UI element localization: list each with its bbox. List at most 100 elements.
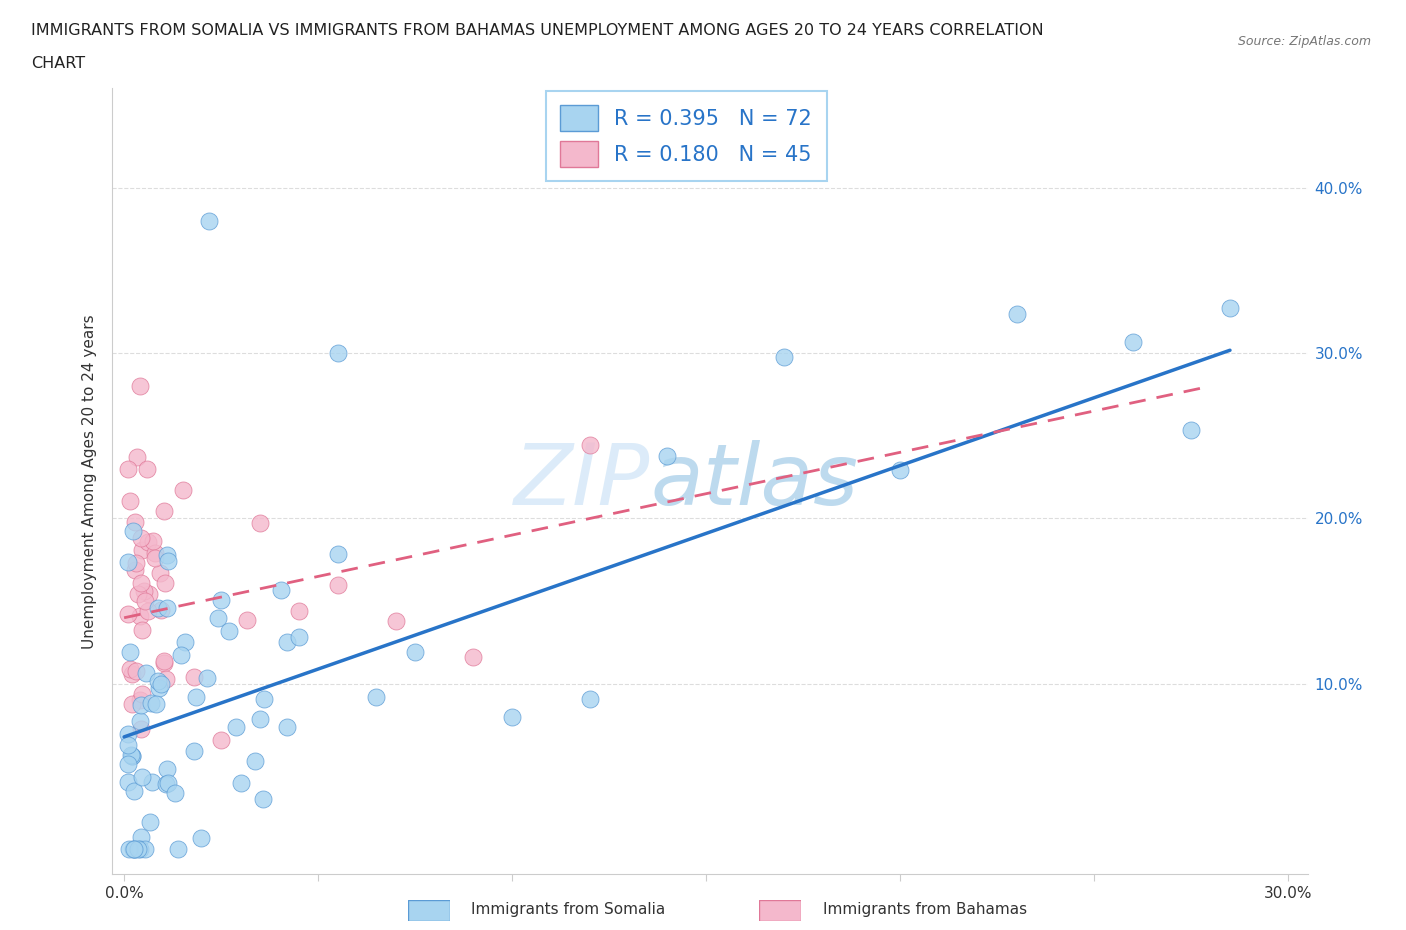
Point	[155, 601, 177, 616]
Point	[249, 711, 271, 726]
Point	[135, 665, 157, 680]
Point	[153, 504, 176, 519]
Text: ZIP: ZIP	[515, 440, 651, 523]
Point	[118, 842, 141, 857]
Point	[252, 791, 274, 806]
Point	[155, 777, 177, 791]
Point	[117, 461, 139, 476]
Point	[128, 608, 150, 623]
Point	[131, 530, 153, 545]
Point	[142, 534, 165, 549]
Point	[127, 842, 149, 857]
Point	[207, 611, 229, 626]
Point	[138, 587, 160, 602]
Point	[127, 449, 149, 464]
Point	[253, 692, 276, 707]
Point	[366, 689, 388, 704]
Point	[148, 601, 170, 616]
Point	[117, 756, 139, 771]
Point	[117, 726, 139, 741]
Point	[501, 710, 523, 724]
Point	[578, 438, 600, 453]
Point	[129, 722, 152, 737]
Point	[121, 697, 143, 711]
Point	[1180, 422, 1202, 437]
Point	[129, 713, 152, 728]
Point	[139, 696, 162, 711]
Point	[121, 524, 143, 538]
Point	[134, 584, 156, 599]
Point	[157, 553, 180, 568]
Point	[141, 775, 163, 790]
Point	[136, 461, 159, 476]
Point	[124, 563, 146, 578]
Point	[229, 776, 252, 790]
Point	[174, 635, 197, 650]
Point	[172, 483, 194, 498]
Point	[117, 775, 139, 790]
Point	[131, 686, 153, 701]
Point	[124, 842, 146, 857]
Point	[183, 743, 205, 758]
Point	[124, 842, 146, 857]
Point	[156, 548, 179, 563]
Point	[149, 676, 172, 691]
Point	[152, 656, 174, 671]
Point	[136, 604, 159, 618]
Point	[195, 671, 218, 686]
Point	[657, 449, 679, 464]
Point	[129, 842, 152, 857]
Point	[198, 213, 221, 228]
Point	[131, 542, 153, 557]
Point	[156, 762, 179, 777]
Point	[131, 622, 153, 637]
Point	[139, 815, 162, 830]
Point	[326, 547, 349, 562]
Point	[146, 674, 169, 689]
Y-axis label: Unemployment Among Ages 20 to 24 years: Unemployment Among Ages 20 to 24 years	[82, 314, 97, 648]
Point	[120, 644, 142, 659]
Point	[1122, 335, 1144, 350]
Point	[276, 719, 298, 734]
Point	[404, 644, 426, 659]
Point	[120, 748, 142, 763]
Point	[117, 737, 139, 752]
Point	[122, 842, 145, 857]
Point	[1219, 300, 1241, 315]
Point	[270, 583, 292, 598]
Point	[225, 720, 247, 735]
Point	[153, 576, 176, 591]
Point	[156, 776, 179, 790]
Point	[120, 662, 142, 677]
Point	[122, 783, 145, 798]
Point	[287, 630, 309, 644]
Point	[170, 647, 193, 662]
Point	[136, 535, 159, 550]
Point	[326, 346, 349, 361]
Text: CHART: CHART	[31, 56, 84, 71]
Point	[121, 749, 143, 764]
Point	[134, 842, 156, 857]
Point	[125, 555, 148, 570]
Point	[128, 379, 150, 393]
Point	[1005, 306, 1028, 321]
Point	[218, 624, 240, 639]
Point	[243, 753, 266, 768]
Point	[326, 578, 349, 592]
Point	[120, 494, 142, 509]
Point	[276, 634, 298, 649]
Point	[166, 842, 188, 857]
Point	[121, 667, 143, 682]
Point	[190, 830, 212, 845]
Text: IMMIGRANTS FROM SOMALIA VS IMMIGRANTS FROM BAHAMAS UNEMPLOYMENT AMONG AGES 20 TO: IMMIGRANTS FROM SOMALIA VS IMMIGRANTS FR…	[31, 23, 1043, 38]
Point	[209, 732, 232, 747]
Text: Immigrants from Somalia: Immigrants from Somalia	[471, 902, 665, 917]
Point	[772, 350, 794, 365]
Point	[184, 689, 207, 704]
Point	[129, 830, 152, 844]
Point	[143, 551, 166, 565]
Point	[125, 663, 148, 678]
Point	[287, 604, 309, 618]
Point	[163, 786, 186, 801]
Point	[236, 613, 259, 628]
